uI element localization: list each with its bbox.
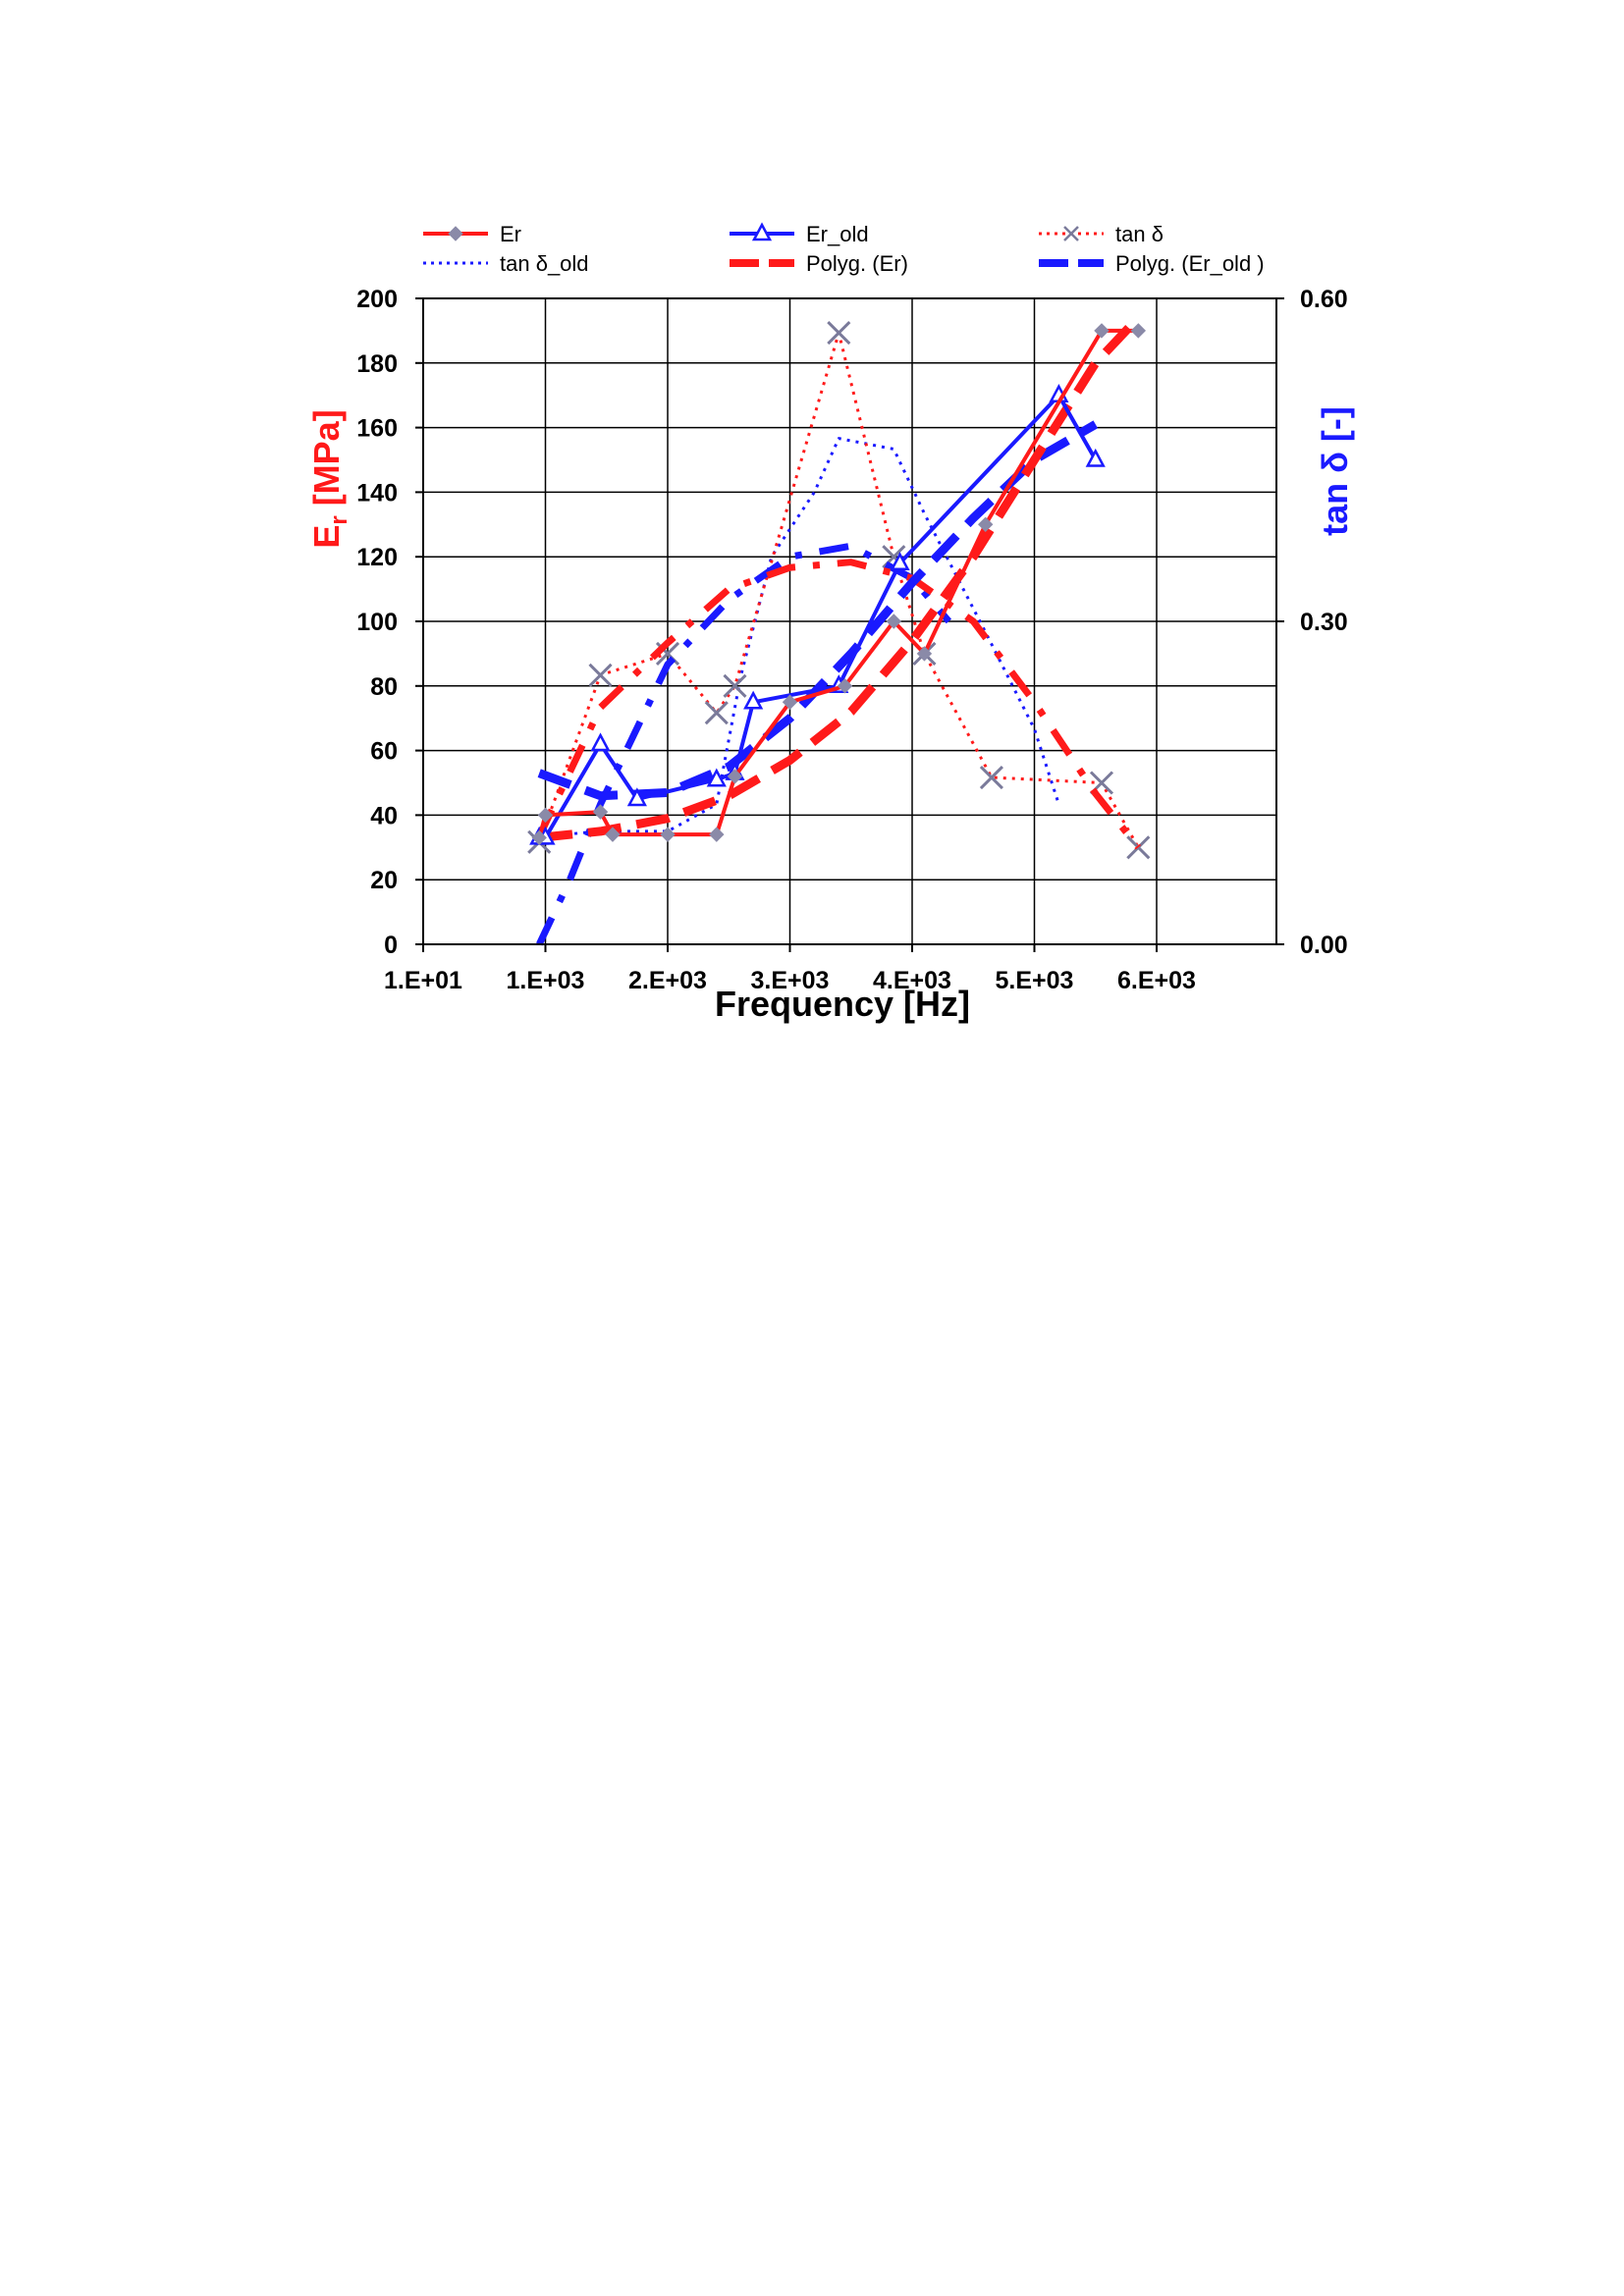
- tan-delta-point: [827, 321, 851, 346]
- y-tick-label: 20: [370, 867, 398, 894]
- legend-label: Er: [500, 222, 521, 246]
- series-er-old: [529, 384, 1106, 845]
- y-axis-label-unit: [MPa]: [306, 409, 347, 515]
- series-line: [538, 314, 1142, 842]
- y-axis-label-main: E: [306, 525, 347, 549]
- er-old-point: [590, 732, 611, 752]
- er-point: [977, 516, 994, 533]
- er-point: [605, 827, 621, 842]
- y-tick-label: 0: [384, 932, 398, 959]
- y-tick-label: 140: [356, 479, 398, 507]
- y-tick-label: 200: [356, 286, 398, 313]
- legend-label: tan δ_old: [500, 251, 589, 276]
- y2-axis-label: tan δ [-]: [1315, 406, 1355, 536]
- legend-label: Er_old: [806, 222, 869, 246]
- legend-item: Er: [423, 222, 521, 246]
- er-old-point: [706, 768, 727, 787]
- x-tick-label: 3.E+03: [751, 967, 830, 994]
- legend-item: Polyg. (Er_old ): [1039, 251, 1265, 276]
- grid: [423, 297, 1276, 945]
- legend-label: Polyg. (Er_old ): [1115, 251, 1265, 276]
- y2-tick-label: 0.00: [1300, 932, 1348, 959]
- legend-item: tan δ: [1039, 222, 1164, 246]
- y-tick-label: 160: [356, 415, 398, 443]
- y-tick-label: 180: [356, 350, 398, 378]
- er-old-point: [743, 690, 764, 710]
- series-polyg-tan-δ: [536, 559, 1142, 850]
- er-old-point: [890, 552, 910, 571]
- legend-item: Polyg. (Er): [730, 251, 908, 276]
- series-line: [539, 437, 1060, 838]
- er-point: [448, 226, 463, 241]
- x-tick-label: 1.E+01: [384, 967, 462, 994]
- y-tick-label: 60: [370, 738, 398, 766]
- legend-item: Er_old: [730, 222, 869, 246]
- series-er: [531, 323, 1147, 846]
- er-point: [592, 804, 609, 820]
- er-point: [660, 827, 676, 842]
- tan-delta-point: [1126, 835, 1151, 860]
- series-layer: [527, 314, 1151, 946]
- er-point: [709, 827, 725, 842]
- er-point: [837, 678, 853, 694]
- tan-delta-point: [723, 673, 747, 698]
- legend-label: tan δ: [1115, 222, 1164, 246]
- y2-tick-label: 0.30: [1300, 609, 1348, 636]
- x-tick-label: 5.E+03: [996, 967, 1074, 994]
- er-point: [916, 646, 933, 662]
- legend-label: Polyg. (Er): [806, 251, 908, 276]
- er-point: [537, 807, 554, 824]
- legend: Er Er_old tan δ tan δ_old Polyg. (Er) Polyg. …: [423, 222, 1265, 276]
- er-point: [1094, 323, 1110, 339]
- series-polyg-er: [538, 314, 1142, 842]
- series-tan-δ: [527, 321, 1151, 860]
- er-point: [531, 829, 547, 846]
- series-line: [537, 393, 1098, 840]
- er-old-point: [626, 787, 647, 807]
- tan-delta-point: [588, 663, 613, 687]
- y-axis-label: Er [MPa]: [306, 409, 352, 548]
- x-tick-label: 2.E+03: [628, 967, 707, 994]
- tan-delta-point: [704, 701, 729, 725]
- x-tick-label: 4.E+03: [873, 967, 951, 994]
- axes: 0 20 40 60 80 100 120 140 160 180 200 0.00 0.30 0.60 1…: [356, 286, 1347, 994]
- y-tick-label: 40: [370, 802, 398, 829]
- er-point: [727, 769, 743, 784]
- y2-tick-label: 0.60: [1300, 286, 1348, 313]
- er-old-point: [1085, 448, 1106, 467]
- y-tick-label: 120: [356, 544, 398, 571]
- y-tick-label: 80: [370, 673, 398, 701]
- x-tick-label: 1.E+03: [507, 967, 585, 994]
- tan-delta-point: [979, 765, 1003, 790]
- y-axis-label-subscript: r: [326, 515, 352, 524]
- er-point: [782, 694, 798, 710]
- x-axis-label: Frequency [Hz]: [715, 984, 970, 1024]
- series-tan-δ-old: [539, 437, 1060, 838]
- y-tick-label: 100: [356, 609, 398, 636]
- series-line: [536, 559, 1142, 850]
- legend-item: tan δ_old: [423, 251, 589, 276]
- series-line: [537, 331, 1140, 849]
- x-tick-label: 6.E+03: [1117, 967, 1196, 994]
- er-old-point: [751, 222, 773, 241]
- legend-marker: [1063, 226, 1079, 241]
- er-point: [886, 614, 902, 629]
- er-point: [1130, 323, 1147, 339]
